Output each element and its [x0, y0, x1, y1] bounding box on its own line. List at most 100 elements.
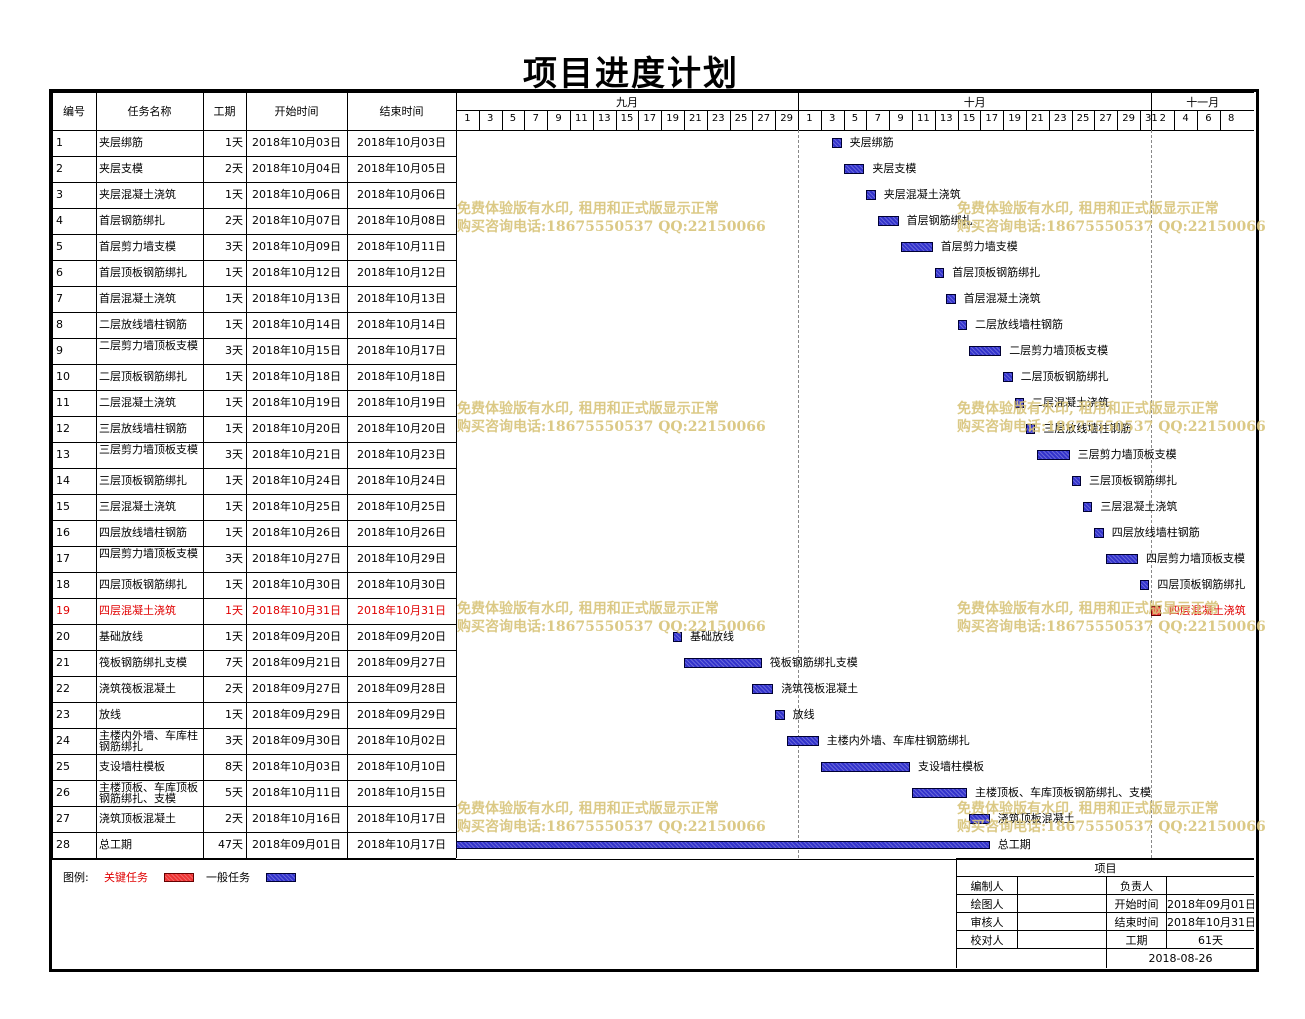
task-name: 浇筑顶板混凝土 — [99, 812, 176, 825]
task-bar-label: 夹层支模 — [872, 162, 917, 175]
day-label: 9 — [897, 113, 904, 124]
task-name: 筏板钢筋绑扎支模 — [99, 656, 187, 669]
task-name: 夹层绑筋 — [99, 136, 143, 149]
task-bar[interactable] — [843, 164, 865, 174]
day-label: 21 — [1031, 113, 1044, 124]
task-bar[interactable] — [1014, 398, 1024, 408]
task-end: 2018年10月18日 — [357, 370, 446, 383]
task-bar[interactable] — [1140, 580, 1150, 590]
task-bar[interactable] — [969, 814, 990, 824]
task-end: 2018年10月24日 — [357, 474, 446, 487]
task-duration: 1天 — [225, 396, 243, 409]
day-label: 6 — [1205, 113, 1212, 124]
info-divider-3 — [957, 912, 1254, 913]
task-bar[interactable] — [456, 841, 990, 849]
task-bar-label: 三层混凝土浇筑 — [1100, 500, 1178, 513]
info-divider-1 — [957, 876, 1254, 877]
day-label: 29 — [1122, 113, 1135, 124]
task-bar[interactable] — [1105, 554, 1138, 564]
task-bar[interactable] — [1083, 502, 1093, 512]
task-bar[interactable] — [866, 190, 876, 200]
task-id: 19 — [56, 604, 70, 617]
day-tick — [661, 110, 663, 130]
day-label: 25 — [734, 113, 748, 124]
task-bar[interactable] — [877, 216, 899, 226]
day-tick — [1117, 110, 1119, 130]
task-bar[interactable] — [832, 138, 842, 148]
task-bar-label: 四层混凝土浇筑 — [1168, 604, 1246, 617]
task-start: 2018年10月12日 — [252, 266, 341, 279]
task-bar[interactable] — [820, 762, 910, 772]
task-end: 2018年10月13日 — [357, 292, 446, 305]
task-bar-label: 首层剪力墙支模 — [940, 240, 1018, 253]
task-bar-label: 三层剪力墙顶板支模 — [1077, 448, 1177, 461]
day-label: 5 — [509, 113, 517, 124]
task-start: 2018年10月03日 — [252, 760, 341, 773]
task-bar[interactable] — [912, 788, 967, 798]
task-id: 18 — [56, 578, 70, 591]
watermark-line-1: 免费体验版有水印, 租用和正式版显示正常 — [457, 201, 719, 217]
column-header-name: 任务名称 — [127, 105, 172, 118]
day-tick — [524, 110, 526, 130]
page-title: 项目进度计划 — [523, 54, 739, 94]
task-bar[interactable] — [775, 710, 785, 720]
task-end: 2018年09月20日 — [357, 630, 446, 643]
row-line — [52, 676, 456, 677]
day-tick — [456, 110, 457, 130]
day-tick — [798, 110, 799, 130]
table-col-line — [246, 92, 247, 858]
task-bar[interactable] — [946, 294, 956, 304]
day-label: 7 — [874, 113, 881, 124]
header-bottom-line — [52, 130, 1254, 131]
task-end: 2018年10月15日 — [357, 786, 446, 799]
row-line — [52, 234, 456, 235]
day-label: 25 — [1076, 113, 1090, 124]
task-end: 2018年10月05日 — [357, 162, 446, 175]
column-header-start: 开始时间 — [274, 105, 319, 118]
task-duration: 1天 — [225, 526, 243, 539]
task-bar[interactable] — [1003, 372, 1013, 382]
task-name: 总工期 — [99, 838, 132, 851]
day-label: 8 — [1228, 113, 1235, 124]
task-bar-label: 浇筑筏板混凝土 — [781, 682, 859, 695]
task-bar[interactable] — [752, 684, 774, 694]
task-bar[interactable] — [1071, 476, 1081, 486]
critical-task-bar[interactable] — [1151, 606, 1161, 616]
row-line — [52, 754, 456, 755]
row-line — [52, 260, 456, 261]
task-name: 四层剪力墙顶板支模 — [99, 548, 198, 560]
task-bar[interactable] — [969, 346, 1002, 356]
task-bar[interactable] — [900, 242, 933, 252]
task-bar[interactable] — [957, 320, 967, 330]
info-box-left-border — [956, 858, 957, 968]
task-bar[interactable] — [684, 658, 762, 668]
row-line — [52, 702, 456, 703]
task-bar[interactable] — [786, 736, 819, 746]
task-bar[interactable] — [1094, 528, 1104, 538]
task-start: 2018年10月19日 — [252, 396, 341, 409]
task-bar[interactable] — [672, 632, 682, 642]
task-bar[interactable] — [934, 268, 945, 278]
task-bar[interactable] — [1037, 450, 1070, 460]
task-id: 24 — [56, 734, 70, 747]
task-bar-label: 首层钢筋绑扎 — [906, 214, 973, 227]
task-start: 2018年10月16日 — [252, 812, 341, 825]
task-duration: 3天 — [225, 448, 243, 461]
timeline-mid-line — [456, 110, 1254, 111]
legend-normal-swatch — [266, 873, 296, 882]
day-label: 5 — [851, 113, 859, 124]
task-end: 2018年10月14日 — [357, 318, 446, 331]
watermark-line-2: 购买咨询电话:18675550537 QQ:22150066 — [957, 219, 1266, 235]
task-bar[interactable] — [1026, 424, 1036, 434]
day-label: 11 — [575, 113, 588, 124]
task-duration: 3天 — [225, 734, 243, 747]
task-id: 3 — [56, 188, 63, 201]
day-tick — [1094, 110, 1096, 130]
task-start: 2018年10月07日 — [252, 214, 341, 227]
task-name: 四层顶板钢筋绑扎 — [99, 578, 187, 591]
task-start: 2018年10月03日 — [252, 136, 341, 149]
task-id: 22 — [56, 682, 70, 695]
day-label: 27 — [1099, 113, 1113, 124]
task-id: 27 — [56, 812, 70, 825]
task-start: 2018年10月20日 — [252, 422, 341, 435]
